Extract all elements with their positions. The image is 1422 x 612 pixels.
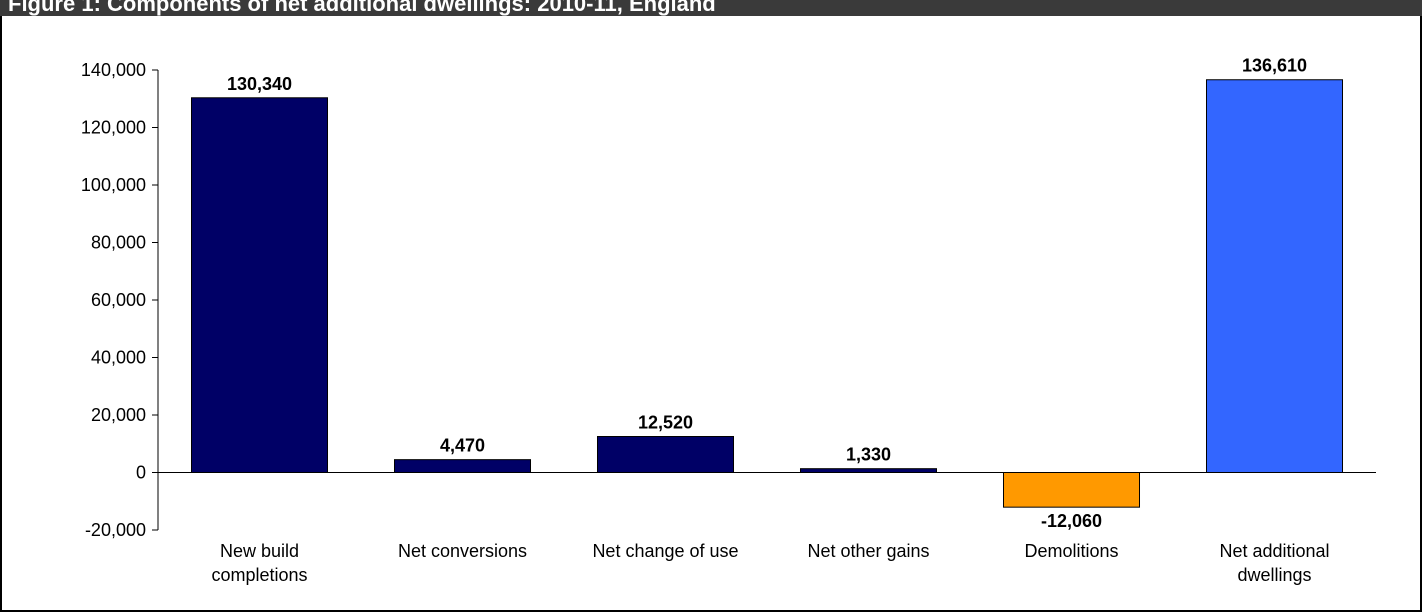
y-tick-label: 120,000 [81,118,146,138]
category-label: dwellings [1237,565,1311,585]
category-label: Net change of use [592,541,738,561]
chart-title: Figure 1: Components of net additional d… [8,0,716,16]
data-label: 4,470 [440,436,485,456]
chart-frame: 140,000 120,000 100,000 80,000 60,000 40,000 2… [0,16,1422,612]
category-label: Net conversions [398,541,527,561]
category-label: New build [220,541,299,561]
bar [190,97,329,474]
bar [393,459,532,473]
y-tick-label: 40,000 [91,348,146,368]
bar-chart: 140,000 120,000 100,000 80,000 60,000 40,000 2… [81,56,1376,585]
bar [1002,472,1141,508]
y-tick-label: 60,000 [91,290,146,310]
bar [596,436,735,474]
y-tick-label: 100,000 [81,175,146,195]
y-tick-label: -20,000 [85,520,146,540]
category-label: completions [211,565,307,585]
category-label: Net additional [1219,541,1329,561]
y-tick-label: 0 [136,463,146,483]
y-tick-label: 140,000 [81,60,146,80]
data-label: -12,060 [1041,511,1102,531]
bar [799,468,938,473]
chart-title-bar: Figure 1: Components of net additional d… [0,0,1422,16]
category-label: Demolitions [1024,541,1118,561]
data-label: 130,340 [227,74,292,94]
y-tick-label: 20,000 [91,405,146,425]
data-label: 12,520 [638,413,693,433]
data-label: 136,610 [1242,56,1307,76]
y-tick-label: 80,000 [91,233,146,253]
data-label: 1,330 [846,445,891,465]
bar [1205,79,1344,474]
category-label: Net other gains [807,541,929,561]
